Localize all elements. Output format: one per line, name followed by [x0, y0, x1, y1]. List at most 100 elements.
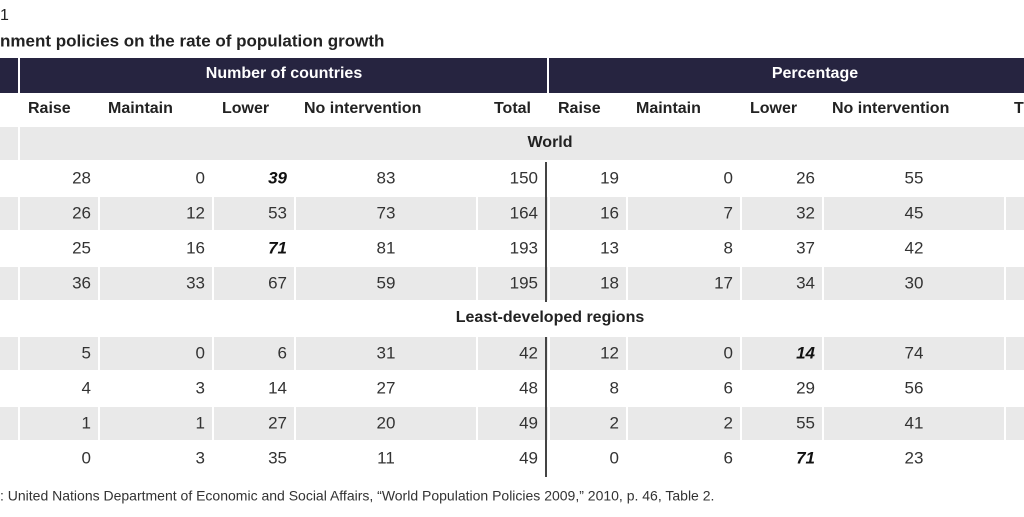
cell-value: 0	[724, 343, 733, 362]
section-row	[0, 127, 1024, 160]
column-header: Lower	[750, 100, 797, 117]
cell-value: 59	[377, 273, 396, 292]
cell-value: 8	[724, 238, 733, 257]
cell-value: 164	[510, 203, 538, 222]
cell-value: 19	[600, 168, 619, 187]
row-bg	[0, 267, 1024, 300]
cell-value: 6	[724, 378, 733, 397]
cell-value: 16	[186, 238, 205, 257]
cell-value: 31	[377, 343, 396, 362]
cell-value: 55	[796, 413, 815, 432]
cell-value: 3	[196, 378, 205, 397]
cell-value: 42	[905, 238, 924, 257]
cell-value: 2	[610, 413, 619, 432]
table-label: 1	[0, 7, 9, 24]
column-header: Maintain	[108, 100, 173, 117]
cell-value: 13	[600, 238, 619, 257]
section-label: World	[527, 134, 572, 151]
cell-value: 6	[724, 448, 733, 467]
cell-value: 35	[268, 448, 287, 467]
cell-value: 16	[600, 203, 619, 222]
cell-value: 7	[724, 203, 733, 222]
cell-value: 1	[196, 413, 205, 432]
cell-value: 27	[377, 378, 396, 397]
cell-value: 0	[196, 168, 205, 187]
cell-value: 4	[82, 378, 91, 397]
column-header: No intervention	[832, 100, 949, 117]
column-header: Maintain	[636, 100, 701, 117]
cell-value: 74	[905, 343, 924, 362]
cell-value: 32	[796, 203, 815, 222]
cell-value: 53	[268, 203, 287, 222]
cell-value: 12	[186, 203, 205, 222]
cell-value: 48	[519, 378, 538, 397]
cell-value: 150	[510, 168, 538, 187]
cell-value: 26	[796, 168, 815, 187]
cell-value: 14	[796, 343, 815, 362]
column-header: T	[1014, 100, 1024, 117]
cell-value: 34	[796, 273, 815, 292]
cell-value: 39	[268, 168, 287, 187]
cell-value: 3	[196, 448, 205, 467]
group-header-bar	[0, 58, 1024, 93]
column-header: Total	[494, 100, 531, 117]
column-header: Lower	[222, 100, 269, 117]
cell-value: 195	[510, 273, 538, 292]
cell-value: 49	[519, 413, 538, 432]
cell-value: 73	[377, 203, 396, 222]
group-header: Percentage	[772, 65, 858, 82]
row-bg	[0, 372, 1024, 405]
table-title: nment policies on the rate of population…	[0, 31, 384, 50]
group-header: Number of countries	[206, 65, 363, 82]
row-bg	[0, 407, 1024, 440]
cell-value: 0	[724, 168, 733, 187]
cell-value: 5	[82, 343, 91, 362]
cell-value: 0	[610, 448, 619, 467]
cell-value: 28	[72, 168, 91, 187]
cell-value: 25	[72, 238, 91, 257]
cell-value: 41	[905, 413, 924, 432]
cell-value: 49	[519, 448, 538, 467]
cell-value: 30	[905, 273, 924, 292]
row-bg	[0, 162, 1024, 195]
cell-value: 71	[796, 448, 815, 467]
cell-value: 1	[82, 413, 91, 432]
column-header: Raise	[558, 100, 601, 117]
cell-value: 42	[519, 343, 538, 362]
cell-value: 11	[377, 448, 395, 467]
column-header: Raise	[28, 100, 71, 117]
cell-value: 29	[796, 378, 815, 397]
cell-value: 83	[377, 168, 396, 187]
cell-value: 36	[72, 273, 91, 292]
cell-value: 17	[714, 273, 733, 292]
cell-value: 0	[82, 448, 91, 467]
cell-value: 27	[268, 413, 287, 432]
column-header: No intervention	[304, 100, 421, 117]
section-label: Least-developed regions	[456, 309, 645, 326]
cell-value: 81	[377, 238, 396, 257]
cell-value: 14	[268, 378, 287, 397]
cell-value: 6	[278, 343, 287, 362]
cell-value: 55	[905, 168, 924, 187]
row-bg	[0, 337, 1024, 370]
cell-value: 71	[268, 238, 287, 257]
cell-value: 2	[724, 413, 733, 432]
source-note: : United Nations Department of Economic …	[0, 488, 714, 504]
cell-value: 193	[510, 238, 538, 257]
row-bg	[0, 197, 1024, 230]
cell-value: 20	[377, 413, 396, 432]
cell-value: 8	[610, 378, 619, 397]
cell-value: 12	[600, 343, 619, 362]
section-row	[0, 302, 1024, 335]
cell-value: 0	[196, 343, 205, 362]
cell-value: 18	[600, 273, 619, 292]
row-bg	[0, 442, 1024, 475]
cell-value: 37	[796, 238, 815, 257]
cell-value: 23	[905, 448, 924, 467]
cell-value: 56	[905, 378, 924, 397]
cell-value: 26	[72, 203, 91, 222]
cell-value: 67	[268, 273, 287, 292]
cell-value: 33	[186, 273, 205, 292]
